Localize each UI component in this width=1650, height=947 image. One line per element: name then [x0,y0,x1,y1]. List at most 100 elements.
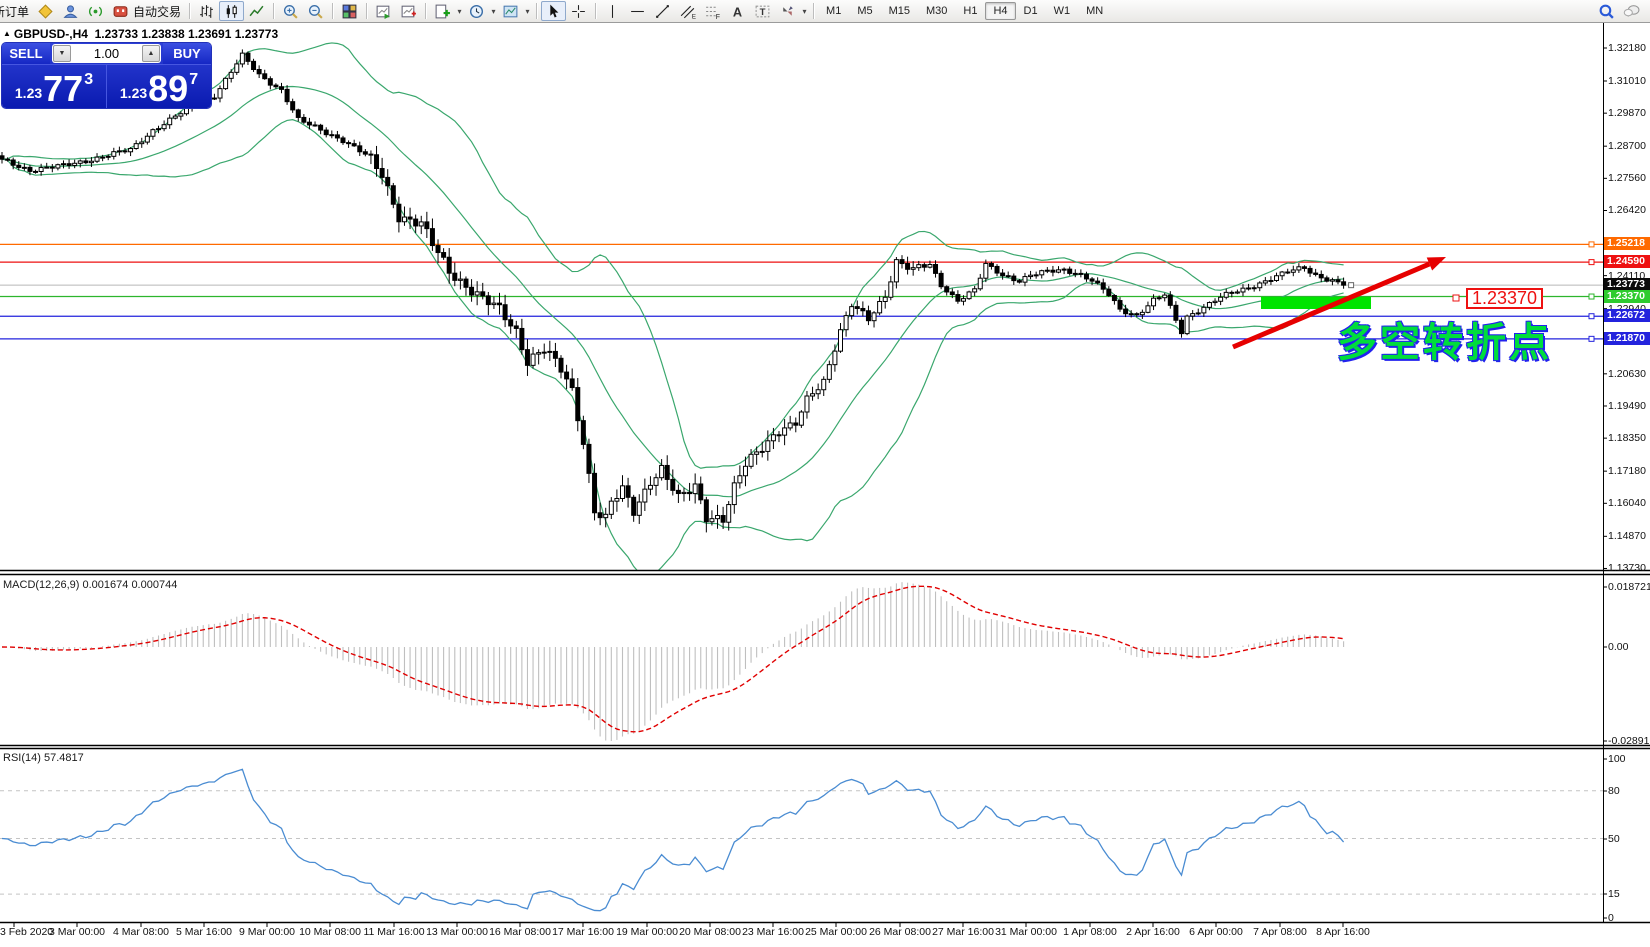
toolbar-separator [536,3,538,19]
zoom-in-icon[interactable] [278,1,303,21]
time-tick: 25 Mar 00:00 [805,926,867,938]
chat-icon[interactable] [1619,1,1644,21]
autotrade-icon[interactable] [108,1,133,21]
bar-chart-icon[interactable] [194,1,219,21]
mql-diamond-icon[interactable] [33,1,58,21]
volume-decrease-button[interactable]: ▼ [53,45,71,62]
time-tick: 6 Apr 00:00 [1189,926,1243,938]
signal-icon[interactable] [83,1,108,21]
search-icon[interactable] [1594,1,1619,21]
timeframe-d1-button[interactable]: D1 [1023,5,1038,17]
text-icon[interactable]: A [725,1,750,21]
indicators-icon[interactable] [430,1,455,21]
rsi-axis-tick: 50 [1608,833,1620,845]
one-click-trading-panel: SELL ▼ 1.00 ▲ BUY 1.23 77 3 1.23 89 7 [2,43,211,108]
price-tick: 1.31010 [1608,75,1646,87]
buy-price[interactable]: 1.23 89 7 [107,65,211,108]
volume-input[interactable]: 1.00 [93,46,120,61]
timeframe-m5-button[interactable]: M5 [857,5,873,17]
rsi-value: 57.4817 [43,752,84,764]
price-tick: 1.32180 [1608,42,1646,54]
toolbar-separator [813,3,815,19]
price-tick: 1.27560 [1608,172,1646,185]
trend-arrow-line[interactable] [1232,261,1431,350]
price-tick: 1.28700 [1608,140,1646,153]
ohlc-values: 1.23733 1.23838 1.23691 1.23773 [94,27,279,41]
timeframe-m1-button[interactable]: M1 [826,5,842,17]
buy-button[interactable]: BUY [163,43,211,64]
macd-axis-tick: -0.028913 [1608,735,1650,747]
macd-label: MACD(12,26,9) 0.001674 0.000744 [3,579,178,591]
hline-handle[interactable] [1588,293,1595,300]
text-label-icon[interactable]: T [750,1,775,21]
timeframe-m30-button[interactable]: M30 [926,5,948,17]
tile-windows-icon[interactable] [337,1,362,21]
periods-dropdown-icon[interactable]: ▾ [491,6,496,16]
rsi-axis-tick: 80 [1608,785,1620,797]
timeframe-h4-button[interactable]: H4 [985,2,1016,20]
fibonacci-icon[interactable]: F [700,1,725,21]
horizontal-line-icon[interactable] [625,1,650,21]
templates-icon[interactable] [498,1,523,21]
timeframe-m15-button[interactable]: M15 [888,5,910,17]
community-icon[interactable] [58,1,83,21]
cursor-icon[interactable] [541,1,567,21]
arrows-dropdown-icon[interactable]: ▾ [802,6,807,16]
collapse-triangle-icon[interactable]: ▲ [3,29,11,38]
arrows-icon[interactable] [775,1,800,21]
trend-line-icon[interactable] [650,1,675,21]
bb-lower [1,119,1344,570]
chinese-annotation[interactable]: 多空转折点 [1337,320,1552,366]
line-chart-icon[interactable] [244,1,269,21]
candle-chart-icon[interactable] [219,1,245,21]
toolbar-separator [366,3,368,19]
volume-increase-button[interactable]: ▲ [142,45,160,62]
bb-upper [1,42,1344,469]
price-badge: 1.21870 [1604,331,1650,345]
candles [0,49,1347,533]
timeframe-h1-button[interactable]: H1 [963,5,978,17]
sell-price[interactable]: 1.23 77 3 [2,65,107,108]
hline-handle[interactable] [1588,259,1595,266]
time-tick: 9 Mar 00:00 [238,926,296,938]
templates-dropdown-icon[interactable]: ▾ [525,6,530,16]
time-tick: 31 Mar 00:00 [995,926,1057,938]
price-callout-label[interactable]: 1.23370 [1466,288,1543,309]
hline-handle[interactable] [1588,241,1595,248]
symbol-period-label: GBPUSD-,H4 [13,27,88,41]
price-tick: 1.14870 [1608,530,1646,543]
hline-handle[interactable] [1588,313,1595,320]
chart-shift-icon[interactable] [396,1,421,21]
sell-price-prefix: 1.23 [14,85,43,101]
channel-icon[interactable]: E [675,1,700,21]
vertical-line-icon[interactable] [600,1,625,21]
time-tick: 8 Apr 16:00 [1316,926,1370,938]
toolbar-right-icons [1594,1,1650,21]
green-highlight-box[interactable] [1261,297,1371,309]
zoom-out-icon[interactable] [303,1,328,21]
bb-middle [1,85,1344,498]
volume-box: ▼ 1.00 ▲ [52,44,161,63]
crosshair-icon[interactable] [566,1,591,21]
toolbar-separator [273,3,275,19]
new-order-button[interactable]: 新订单 [0,4,30,19]
svg-text:F: F [716,13,720,19]
rsi-axis-tick: 100 [1608,753,1626,765]
macd-main-value: 0.001674 [82,579,129,591]
rsi-line [1,768,1345,912]
time-tick: 3 Feb 2020 [0,926,54,938]
time-tick: 2 Apr 16:00 [1126,926,1180,938]
time-tick: 26 Mar 08:00 [869,926,931,938]
timeframe-w1-button[interactable]: W1 [1053,5,1071,17]
sell-button[interactable]: SELL [2,43,50,64]
periods-icon[interactable] [464,1,489,21]
hline-handle[interactable] [1588,335,1595,342]
rsi-label: RSI(14) 57.4817 [3,752,84,764]
autotrade-button[interactable]: 自动交易 [133,4,182,19]
indicators-dropdown-icon[interactable]: ▾ [457,6,462,16]
price-tick: 1.20630 [1608,367,1646,380]
new-chart-icon[interactable] [371,1,396,21]
timeframe-mn-button[interactable]: MN [1086,5,1104,17]
